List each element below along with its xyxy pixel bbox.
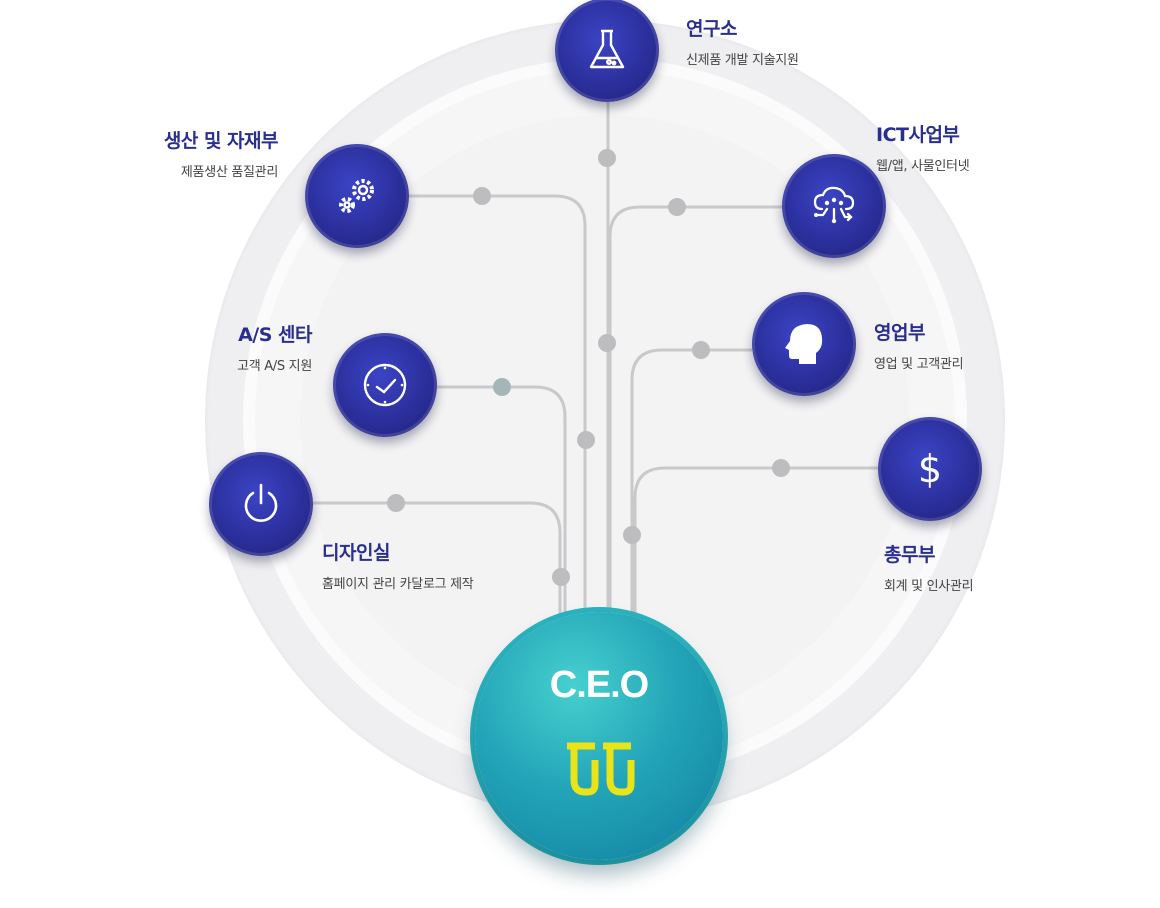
ict-title: ICT사업부 — [876, 124, 960, 146]
research-node — [555, 0, 659, 102]
head-icon — [785, 324, 823, 364]
production-title: 생산 및 자재부 — [163, 130, 279, 152]
research-label: 연구소 신제품 개발 지술지원 — [686, 14, 799, 68]
flask-icon — [589, 29, 625, 69]
dollar-icon: $ — [918, 447, 942, 491]
general-affairs-title: 총무부 — [884, 544, 935, 566]
ceo-title: C.E.O — [549, 664, 649, 706]
production-node — [305, 144, 409, 248]
research-subtitle: 신제품 개발 지술지원 — [686, 53, 799, 68]
power-icon — [244, 483, 278, 522]
gears-icon — [339, 179, 374, 213]
ict-node — [782, 154, 886, 258]
design-label: 디자인실 홈페이지 관리 카달로그 제작 — [322, 538, 474, 592]
general-affairs-node: $ — [878, 417, 982, 521]
research-title: 연구소 — [686, 18, 737, 40]
company-logo — [567, 742, 635, 796]
design-title: 디자인실 — [322, 542, 390, 564]
sales-label: 영업부 영업 및 고객관리 — [874, 318, 964, 372]
cloud-network-icon — [813, 186, 855, 224]
sales-node — [752, 292, 856, 396]
design-node — [209, 452, 313, 556]
as-center-node — [333, 333, 437, 437]
as-center-title: A/S 센타 — [238, 324, 312, 346]
sales-title: 영업부 — [874, 322, 925, 344]
general-affairs-label: 총무부 회계 및 인사관리 — [884, 540, 974, 594]
design-subtitle: 홈페이지 관리 카달로그 제작 — [322, 577, 474, 592]
ceo-node: C.E.O — [475, 612, 723, 860]
ict-subtitle: 웹/앱, 사물인터넷 — [876, 159, 970, 174]
as-center-subtitle: 고객 A/S 지원 — [237, 359, 312, 374]
ict-label: ICT사업부 웹/앱, 사물인터넷 — [876, 120, 970, 174]
general-affairs-subtitle: 회계 및 인사관리 — [884, 579, 974, 594]
svg-text:$: $ — [918, 447, 942, 491]
clock-icon — [363, 363, 407, 407]
as-center-label: A/S 센타 고객 A/S 지원 — [196, 320, 312, 374]
production-label: 생산 및 자재부 제품생산 품질관리 — [140, 126, 279, 180]
production-subtitle: 제품생산 품질관리 — [180, 165, 278, 180]
sales-subtitle: 영업 및 고객관리 — [874, 357, 964, 372]
